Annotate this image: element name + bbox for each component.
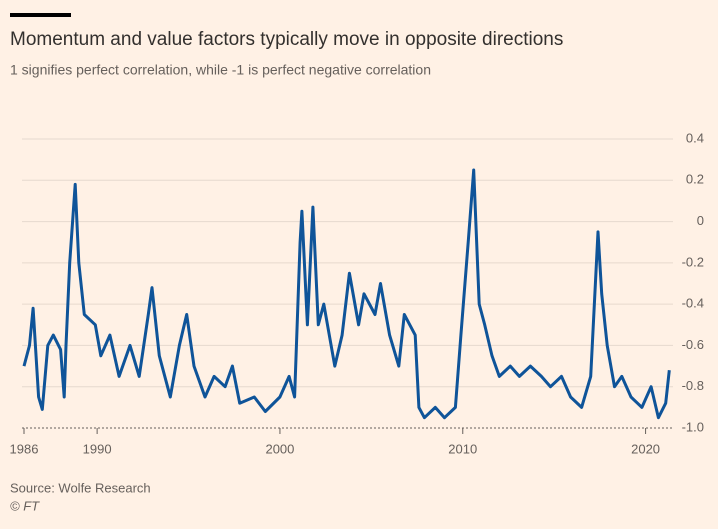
data-line	[22, 168, 671, 420]
y-tick-label: -0.2	[682, 254, 704, 269]
y-tick-label: 0.2	[686, 172, 704, 187]
source: Source: Wolfe Research	[10, 480, 151, 495]
x-tick-label: 2010	[448, 441, 477, 456]
chart-subtitle: 1 signifies perfect correlation, while -…	[10, 62, 431, 78]
y-tick-label: 0	[697, 213, 704, 228]
y-tick-label: -0.8	[682, 378, 704, 393]
x-tick-label: 1986	[10, 441, 39, 456]
y-tick-label: -0.6	[682, 337, 704, 352]
title-bar	[10, 13, 71, 17]
x-tick-label: 2020	[631, 441, 660, 456]
credit: © FT	[10, 498, 40, 513]
y-tick-label: 0.4	[686, 130, 704, 145]
plot-area: -1.0 -0.8 -0.6 -0.4 -0.2 0 0.2 0.4 1986 1990 2000 2…	[10, 130, 704, 456]
x-tick-label: 1990	[83, 441, 112, 456]
chart-title: Momentum and value factors typically mov…	[10, 29, 563, 50]
y-tick-label: -1.0	[682, 419, 704, 434]
y-tick-label: -0.4	[682, 296, 704, 311]
x-tick-label: 2000	[265, 441, 294, 456]
